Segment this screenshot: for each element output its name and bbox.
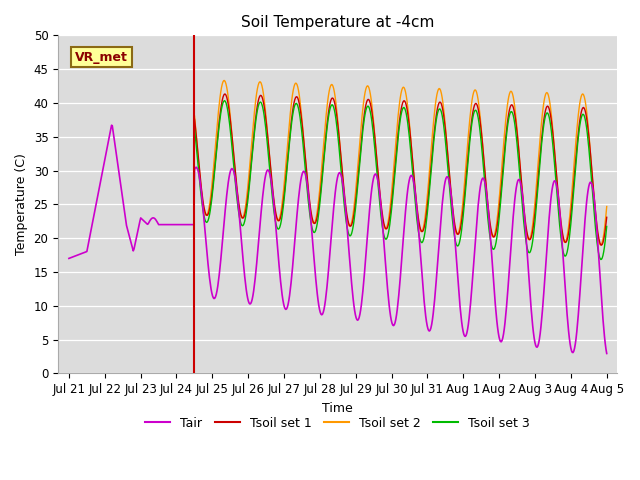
Tair [420, 291, 428, 297]
Tsoil set 1 [419, 228, 426, 234]
Tsoil set 3 [419, 239, 426, 245]
Tsoil set 1 [403, 106, 411, 112]
Tair [603, 350, 611, 356]
Tsoil set 3 [403, 115, 411, 121]
Legend: Tair, Tsoil set 1, Tsoil set 2, Tsoil set 3: Tair, Tsoil set 1, Tsoil set 2, Tsoil se… [140, 412, 535, 435]
Tair [186, 222, 193, 228]
X-axis label: Time: Time [323, 402, 353, 415]
Tair [131, 243, 139, 249]
Title: Soil Temperature at -4cm: Soil Temperature at -4cm [241, 15, 435, 30]
Tair [65, 255, 73, 261]
Tair [214, 283, 221, 289]
Line: Tsoil set 2: Tsoil set 2 [195, 81, 607, 245]
Text: VR_met: VR_met [75, 50, 128, 63]
Tsoil set 1 [213, 140, 221, 146]
Y-axis label: Temperature (C): Temperature (C) [15, 154, 28, 255]
Tair [108, 122, 115, 128]
Tsoil set 2 [213, 124, 221, 130]
Tsoil set 3 [603, 224, 611, 229]
Line: Tair: Tair [69, 125, 607, 353]
Tsoil set 1 [603, 215, 611, 220]
Tair [404, 187, 412, 192]
Tsoil set 3 [213, 144, 221, 149]
Line: Tsoil set 1: Tsoil set 1 [195, 94, 607, 245]
Tsoil set 2 [603, 204, 611, 209]
Tsoil set 2 [419, 227, 426, 232]
Line: Tsoil set 3: Tsoil set 3 [195, 101, 607, 260]
Tair [75, 252, 83, 258]
Tsoil set 2 [403, 98, 411, 104]
